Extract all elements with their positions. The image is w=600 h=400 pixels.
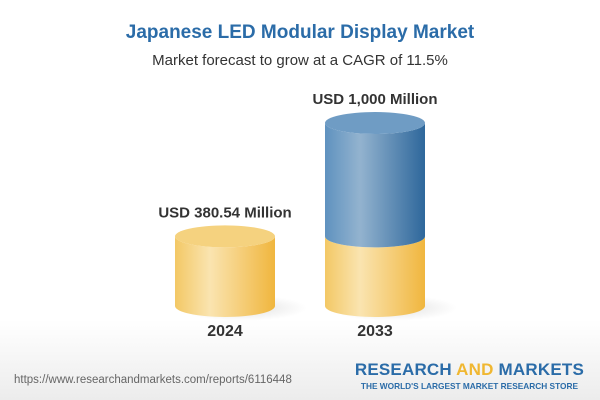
data-label: USD 1,000 Million <box>312 91 437 108</box>
cylinder-2033-growth-body <box>325 123 425 248</box>
source-url[interactable]: https://www.researchandmarkets.com/repor… <box>14 374 292 386</box>
data-label: USD 380.54 Million <box>158 204 291 221</box>
chart-title: Japanese LED Modular Display Market <box>125 22 475 43</box>
cylinder-2024-top <box>175 225 275 248</box>
cylinder-2033-growth-top <box>325 112 425 134</box>
cylinder-2024-body <box>175 236 275 317</box>
category-label: 2033 <box>357 323 393 340</box>
cylinder-2033-base-body <box>325 236 425 317</box>
chart-subtitle: Market forecast to grow at a CAGR of 11.… <box>152 52 448 69</box>
category-label: 2024 <box>207 323 243 340</box>
research-and-markets-logo: RESEARCH AND MARKETS THE WORLD'S LARGEST… <box>354 360 584 391</box>
